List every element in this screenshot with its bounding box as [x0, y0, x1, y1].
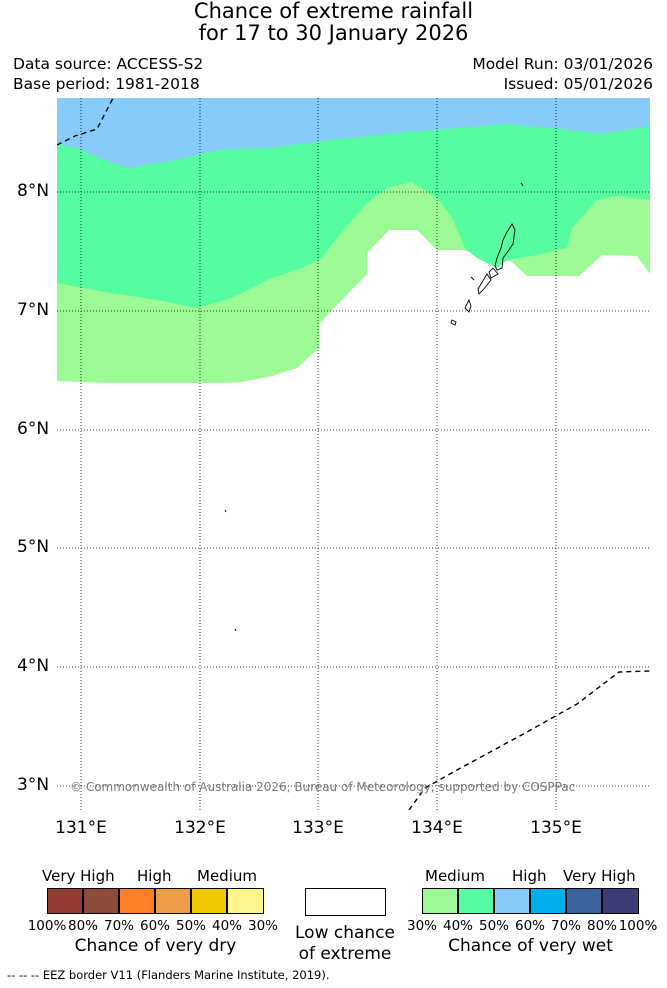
eez-border-north [57, 98, 114, 146]
rainfall-map: © Commonwealth of Australia 2026, Bureau… [57, 98, 650, 810]
lat-label-4n: 4°N [17, 656, 50, 676]
lon-label-131e: 131°E [55, 818, 107, 838]
low-chance-line-2: of extreme [298, 944, 392, 964]
dry-pct-80: 80% [67, 918, 98, 934]
dry-pct-60: 60% [139, 918, 170, 934]
dry-swatch-50-60 [155, 888, 191, 914]
wet-swatch-60-70 [530, 888, 566, 914]
lon-label-134e: 134°E [411, 818, 463, 838]
eez-footnote: -- -- -- EEZ border V11 (Flanders Marine… [7, 968, 330, 982]
wet-pct-100: 100% [618, 918, 658, 934]
wet-50-60-zone [57, 98, 650, 168]
wet-pct-70: 70% [550, 918, 581, 934]
dry-cat-medium: Medium [197, 867, 257, 885]
dry-pct-50: 50% [175, 918, 206, 934]
palau-islands [224, 182, 524, 632]
lat-label-5n: 5°N [17, 537, 50, 557]
wet-colorbar [422, 888, 639, 916]
dry-swatch-30-40 [227, 888, 264, 914]
lat-label-8n: 8°N [17, 181, 50, 201]
low-chance-line-1: Low chance [295, 923, 395, 943]
dry-swatch-80-100 [47, 888, 83, 914]
dry-cat-very-high: Very High [42, 867, 115, 885]
wet-pct-40: 40% [442, 918, 473, 934]
dry-pct-40: 40% [211, 918, 242, 934]
lat-label-7n: 7°N [17, 300, 50, 320]
wet-swatch-40-50 [458, 888, 494, 914]
wet-swatch-80-100 [602, 888, 639, 914]
wet-cat-medium: Medium [425, 867, 485, 885]
lon-label-132e: 132°E [174, 818, 226, 838]
low-chance-swatch [305, 888, 386, 916]
lon-label-133e: 133°E [292, 818, 344, 838]
wet-swatch-30-40 [422, 888, 458, 914]
base-period: Base period: 1981-2018 [13, 75, 200, 93]
map-copyright: © Commonwealth of Australia 2026, Bureau… [70, 780, 575, 794]
wet-pct-80: 80% [586, 918, 617, 934]
title-line-1: Chance of extreme rainfall [193, 0, 474, 23]
title-line-2: for 17 to 30 January 2026 [198, 21, 469, 45]
dry-colorbar [47, 888, 264, 916]
issued-date: Issued: 05/01/2026 [503, 75, 653, 93]
dry-pct-100: 100% [27, 918, 67, 934]
lat-label-3n: 3°N [17, 775, 50, 795]
dry-swatch-70-80 [83, 888, 119, 914]
wet-swatch-50-60 [494, 888, 530, 914]
model-run: Model Run: 03/01/2026 [472, 55, 653, 73]
dry-cat-high: High [137, 867, 172, 885]
dry-legend-title: Chance of very dry [74, 936, 237, 956]
lat-label-6n: 6°N [17, 419, 50, 439]
wet-pct-30: 30% [406, 918, 437, 934]
dry-swatch-60-70 [119, 888, 155, 914]
dry-pct-70: 70% [103, 918, 134, 934]
lon-label-135e: 135°E [530, 818, 582, 838]
wet-swatch-70-80 [566, 888, 602, 914]
wet-legend-title: Chance of very wet [448, 936, 613, 956]
wet-cat-high: High [512, 867, 547, 885]
dry-swatch-40-50 [191, 888, 227, 914]
wet-pct-50: 50% [478, 918, 509, 934]
data-source: Data source: ACCESS-S2 [13, 55, 204, 73]
dry-pct-30: 30% [247, 918, 278, 934]
wet-cat-very-high: Very High [563, 867, 636, 885]
eez-border-south [408, 670, 650, 810]
wet-pct-60: 60% [514, 918, 545, 934]
